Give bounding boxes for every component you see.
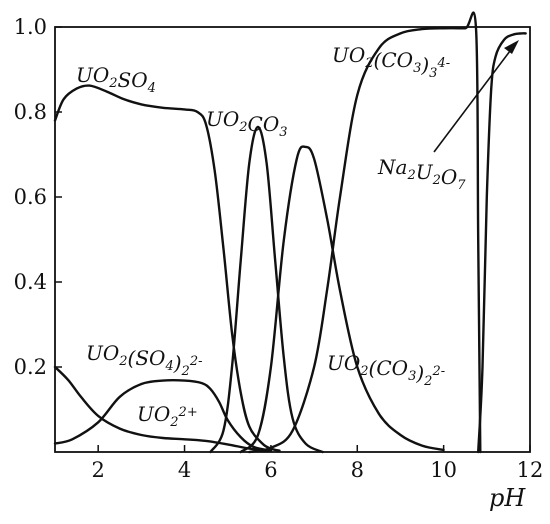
y-tick-label: 0.2: [14, 355, 47, 379]
label-uo22: UO22+: [137, 402, 198, 430]
pointer-arrowhead: [504, 40, 519, 54]
label-na2u2o7: Na2U2O7: [377, 155, 466, 193]
x-tick-label: 4: [178, 458, 191, 482]
y-tick-label: 0.6: [14, 185, 47, 209]
series-line-1: [53, 379, 273, 452]
label-uo2co3: UO2CO3: [206, 107, 288, 140]
plot-frame: [54, 26, 531, 453]
series-line-5: [248, 11, 482, 454]
y-tick-label: 1.0: [14, 15, 47, 39]
series-line-4: [239, 145, 445, 454]
x-tick-label: 6: [264, 458, 277, 482]
series-line-2: [53, 365, 273, 453]
series-line-6: [477, 32, 527, 454]
curve-group: [53, 11, 527, 454]
x-tick-label: 12: [517, 458, 544, 482]
x-tick-label: 10: [430, 458, 457, 482]
x-tick-label: 2: [91, 458, 104, 482]
series-line-3: [209, 125, 324, 454]
y-tick-label: 0.8: [14, 100, 47, 124]
x-axis-label: pH: [489, 484, 526, 512]
pointer-arrow-line: [433, 46, 514, 153]
tick-group: 2 4 6 8 10 12 0.2 0.4 0.6 0.8 1.0: [14, 15, 544, 482]
label-uo2co33: UO2(CO3)34-: [332, 43, 450, 81]
x-tick-label: 8: [351, 458, 364, 482]
label-uo2so4: UO2SO4: [76, 63, 156, 96]
series-line-0: [53, 84, 281, 452]
label-uo2co32: UO2(CO3)22-: [327, 351, 445, 389]
label-uo2so42: UO2(SO4)22-: [86, 341, 203, 379]
y-tick-label: 0.4: [14, 270, 47, 294]
